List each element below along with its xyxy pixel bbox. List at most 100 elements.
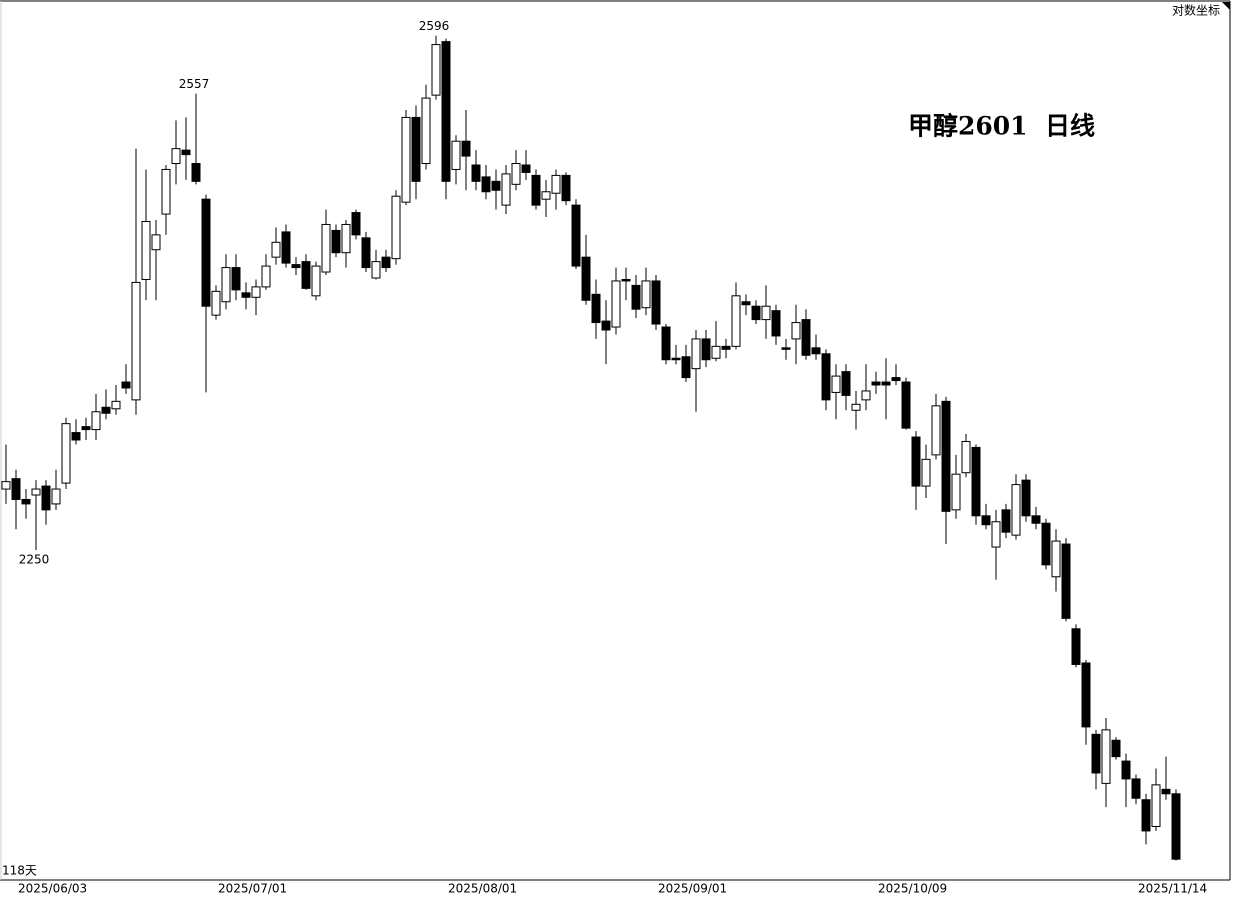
candle-body	[361, 237, 371, 269]
chart-title: 甲醇2601 日线	[908, 112, 1095, 141]
candle-body	[91, 411, 101, 431]
candle-body	[731, 295, 741, 347]
candle-body	[811, 347, 821, 355]
candle-body	[61, 423, 71, 484]
candle-body	[281, 231, 291, 264]
candle-body	[1, 481, 11, 490]
candle-body	[21, 498, 31, 505]
candle-body	[171, 148, 181, 165]
candle-body	[11, 478, 21, 500]
candle-body	[671, 357, 681, 361]
candle-body	[1161, 788, 1171, 795]
candle-body	[951, 473, 961, 511]
candle-body	[741, 301, 751, 306]
candle-body	[461, 140, 471, 157]
log-scale-button[interactable]: 对数坐标	[1172, 3, 1220, 18]
candle-body	[31, 488, 41, 496]
candle-body	[681, 356, 691, 379]
candle-body	[701, 338, 711, 361]
candle-body	[641, 280, 651, 309]
candle-body	[1071, 628, 1081, 665]
candle-body	[881, 381, 891, 386]
candle-body	[1111, 739, 1121, 758]
candle-body	[51, 488, 61, 505]
candle-body	[181, 149, 191, 156]
candle-body	[211, 290, 221, 316]
candle-body	[841, 371, 851, 396]
candle-body	[221, 267, 231, 303]
candle-body	[431, 44, 441, 96]
candle-body	[601, 320, 611, 331]
candle-body	[721, 345, 731, 350]
candle-body	[851, 403, 861, 411]
candle-body	[1001, 509, 1011, 533]
candle-body	[661, 326, 671, 361]
candle-body	[831, 375, 841, 393]
candle-body	[491, 180, 501, 191]
candle-body	[291, 264, 301, 269]
candle-body	[571, 204, 581, 267]
candle-body	[1021, 479, 1031, 517]
candle-body	[911, 436, 921, 487]
candle-body	[481, 176, 491, 193]
candle-body	[451, 140, 461, 170]
x-tick-label: 2025/10/09	[878, 882, 947, 896]
candle-body	[541, 191, 551, 200]
candle-body	[1131, 778, 1141, 799]
candle-body	[261, 265, 271, 288]
candle-body	[531, 174, 541, 206]
candle-body	[1081, 662, 1091, 728]
low-label: 2250	[19, 553, 50, 567]
candle-body	[311, 265, 321, 297]
candle-body	[201, 198, 211, 307]
candle-body	[1121, 760, 1131, 780]
candle-body	[871, 381, 881, 386]
candle-body	[781, 347, 791, 350]
candle-body	[861, 390, 871, 401]
candle-body	[41, 485, 51, 511]
candle-body	[631, 284, 641, 310]
candle-body	[1171, 793, 1181, 860]
candle-body	[371, 261, 381, 279]
candle-body	[1091, 733, 1101, 774]
candle-body	[821, 353, 831, 401]
x-tick-label: 2025/11/14	[1138, 882, 1207, 896]
candle-body	[161, 168, 171, 215]
candle-body	[381, 256, 391, 269]
candle-body	[391, 195, 401, 260]
candle-body	[941, 400, 951, 512]
candle-body	[591, 293, 601, 324]
candle-body	[521, 164, 531, 173]
candle-body	[351, 212, 361, 236]
candle-body	[1051, 540, 1061, 578]
candle-body	[1011, 484, 1021, 536]
x-tick-label: 2025/08/01	[448, 882, 517, 896]
candle-body	[1141, 799, 1151, 832]
candle-body	[151, 234, 161, 251]
candle-body	[331, 229, 341, 254]
x-tick-label: 2025/06/03	[18, 882, 87, 896]
candle-body	[121, 381, 131, 389]
candle-body	[981, 515, 991, 526]
candle-body	[961, 440, 971, 474]
candle-body	[611, 280, 621, 328]
high-label: 2596	[419, 19, 450, 33]
candle-body	[931, 405, 941, 456]
candle-body	[801, 319, 811, 356]
candle-body	[501, 173, 511, 206]
candle-body	[621, 278, 631, 282]
candle-body	[1041, 522, 1051, 566]
candle-body	[251, 286, 261, 298]
candle-body	[411, 116, 421, 182]
candle-body	[101, 406, 111, 414]
candle-body	[901, 381, 911, 429]
candle-body	[1151, 784, 1161, 827]
candle-body	[791, 322, 801, 340]
high-label: 2557	[179, 77, 210, 91]
candle-body	[321, 223, 331, 273]
candle-body	[421, 97, 431, 165]
candle-body	[241, 292, 251, 298]
